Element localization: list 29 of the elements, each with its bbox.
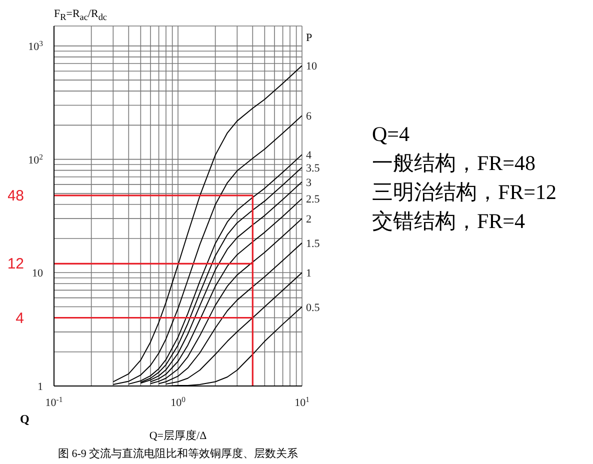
series-label: 3.5 bbox=[306, 162, 320, 174]
ref-line-label: 12 bbox=[7, 256, 24, 273]
series-label: 1 bbox=[306, 268, 312, 280]
series-label: 3 bbox=[306, 176, 312, 189]
series-label: 2.5 bbox=[306, 194, 320, 206]
x-axis-title: Q=层厚度/Δ bbox=[148, 428, 208, 443]
x-tick-label: 10$^{0}$ bbox=[170, 394, 186, 409]
y-tick-label: 10$^{3}$ bbox=[28, 38, 44, 53]
x-tick-label: 10$^{1}$ bbox=[294, 394, 310, 409]
caption: 图 6-9 交流与直流电阻比和等效铜厚度、层数关系 bbox=[58, 446, 298, 461]
text: 交错结构，FR=4 bbox=[372, 208, 526, 235]
series-label: 10 bbox=[306, 60, 318, 73]
x-tick-label: 10$^{-1}$ bbox=[45, 394, 63, 409]
y-tick-label: 10 bbox=[32, 268, 44, 280]
series-label: 4 bbox=[306, 150, 312, 162]
text: 三明治结构，FR=12 bbox=[372, 179, 557, 206]
ref-line-label: 4 bbox=[16, 310, 24, 327]
legend-title: P bbox=[306, 32, 312, 44]
text: Q bbox=[20, 412, 30, 427]
y-tick-label: 10$^{2}$ bbox=[28, 152, 44, 166]
series-label: 2 bbox=[306, 214, 312, 226]
y-tick-label: 1 bbox=[38, 381, 43, 393]
text: 一般结构，FR=48 bbox=[372, 150, 537, 177]
series-label: 6 bbox=[306, 110, 312, 123]
ref-line-label: 48 bbox=[7, 187, 24, 204]
series-label: 1.5 bbox=[306, 238, 320, 250]
series-label: 0.5 bbox=[306, 302, 320, 314]
y-axis-title: F$_{R}$=R$_{ac}$/R$_{dc}$ bbox=[54, 8, 107, 22]
text: Q=4 bbox=[372, 121, 411, 148]
